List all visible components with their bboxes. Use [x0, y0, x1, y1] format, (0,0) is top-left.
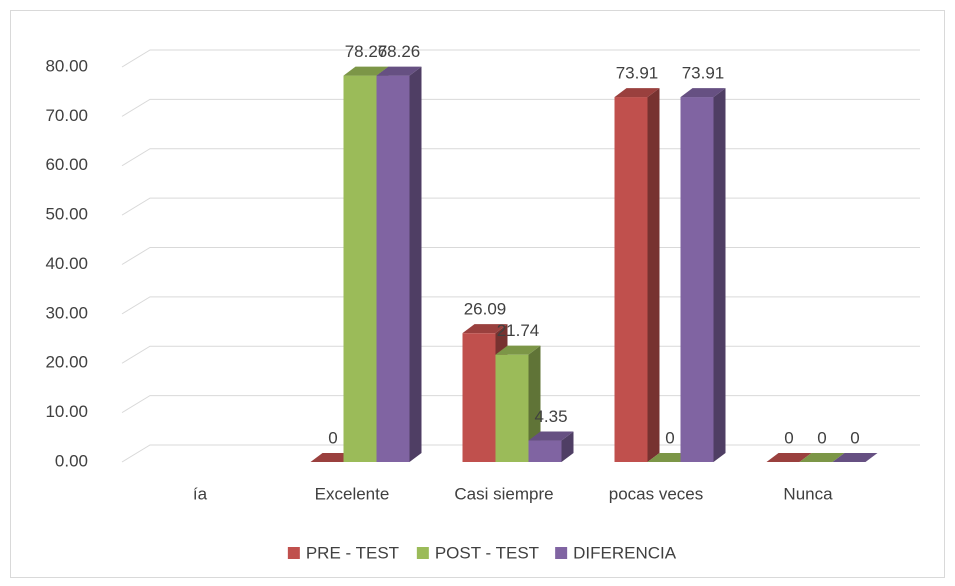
bar-front [614, 97, 648, 463]
bar-top [766, 453, 812, 462]
grid-line [121, 148, 920, 167]
bar-top [343, 66, 389, 76]
y-tick-label: 70.00 [45, 106, 88, 125]
bar [495, 345, 541, 462]
data-label: 0 [328, 428, 337, 447]
y-tick-label: 60.00 [45, 155, 88, 174]
bar-top [376, 66, 422, 76]
legend-label: DIFERENCIA [573, 543, 677, 562]
bar [376, 66, 422, 462]
y-tick-label: 50.00 [45, 205, 88, 224]
bar-side [409, 66, 422, 462]
data-label: 78.26 [345, 42, 388, 61]
bar-side [528, 345, 541, 462]
bar [799, 453, 845, 462]
y-tick-label: 0.00 [55, 451, 88, 470]
grid-line [121, 345, 920, 364]
data-label: 78.26 [378, 42, 421, 61]
data-label: 0 [850, 428, 859, 447]
x-tick-label: Casi siempre [454, 484, 553, 503]
legend-label: POST - TEST [435, 543, 539, 562]
bar-top [528, 431, 574, 441]
bar [614, 88, 660, 463]
chart-frame [10, 10, 945, 578]
bar-side [561, 431, 574, 462]
legend-swatch [555, 547, 568, 559]
bar-side [713, 88, 726, 463]
data-label: 4.35 [534, 407, 567, 426]
y-tick-label: 10.00 [45, 402, 88, 421]
bar-top [614, 88, 660, 98]
bar-front [462, 333, 496, 462]
y-tick-label: 30.00 [45, 303, 88, 322]
bar-top [832, 453, 878, 462]
grid-line [121, 395, 920, 414]
bar-side [647, 88, 660, 463]
bar-top [462, 324, 508, 334]
data-label: 0 [784, 428, 793, 447]
bar [766, 453, 812, 462]
grid-line [121, 247, 920, 265]
x-tick-label: Nunca [783, 484, 833, 503]
grid-line [121, 296, 920, 315]
legend-swatch [287, 547, 300, 559]
data-label: 0 [665, 428, 674, 447]
bar [528, 431, 574, 462]
x-tick-label: ía [193, 484, 208, 503]
bar-front [495, 354, 529, 462]
data-label: 26.09 [464, 300, 507, 319]
data-label: 0 [817, 428, 826, 447]
data-label: 21.74 [497, 321, 540, 340]
legend-label: PRE - TEST [306, 543, 399, 562]
bar [832, 453, 878, 462]
bar-front [680, 97, 714, 463]
grid-line [121, 98, 920, 117]
legend-swatch [416, 547, 429, 559]
y-tick-label: 40.00 [45, 254, 88, 273]
y-tick-label: 20.00 [45, 353, 88, 372]
bar-front [343, 75, 377, 462]
y-tick-label: 80.00 [45, 56, 88, 75]
grid-line [121, 197, 920, 216]
bar-front [376, 75, 410, 462]
x-tick-label: Excelente [315, 484, 390, 503]
grid-line [121, 444, 920, 463]
bar-front [528, 440, 562, 462]
grid-line [121, 49, 920, 68]
bar-top [799, 453, 845, 462]
data-label: 73.91 [682, 64, 725, 83]
bar-top [495, 345, 541, 355]
data-label: 73.91 [616, 64, 659, 83]
bar-top [680, 88, 726, 98]
x-tick-label: pocas veces [609, 484, 704, 503]
bar [680, 88, 726, 463]
